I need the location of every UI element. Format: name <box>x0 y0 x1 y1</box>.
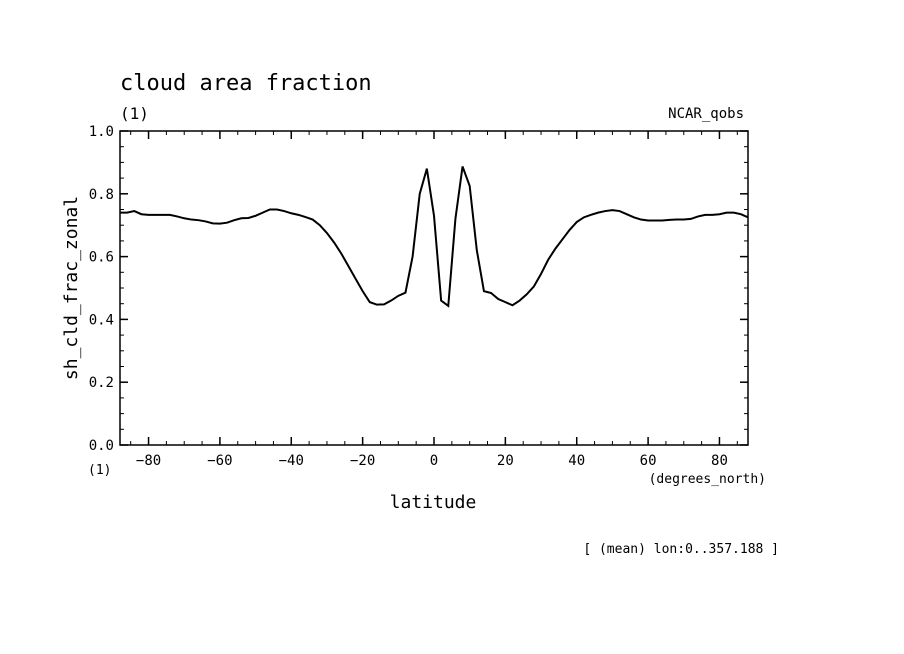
source-label: NCAR_qobs <box>668 106 744 122</box>
x-tick-label: −60 <box>207 453 232 469</box>
x-tick-label: 80 <box>711 453 728 469</box>
x-tick-label: −80 <box>136 453 161 469</box>
y-tick-label: 0.6 <box>89 250 114 266</box>
x-tick-label: −20 <box>350 453 375 469</box>
chart-title: cloud area fraction <box>120 71 372 96</box>
footnote: [ (mean) lon:0..357.188 ] <box>583 542 779 557</box>
series-line <box>120 166 749 308</box>
chart-units-label: (1) <box>120 104 149 123</box>
y-axis-label: sh_cld_frac_zonal <box>61 196 82 380</box>
y-axis-ticks: 0.0 0.2 0.4 0.6 0.8 1.0 <box>89 124 748 454</box>
minor-ticks <box>120 130 748 446</box>
y-tick-label: 0.0 <box>89 438 114 454</box>
x-tick-label: 40 <box>568 453 585 469</box>
x-tick-label: 60 <box>640 453 657 469</box>
x-units-label: (degrees_north) <box>649 472 766 487</box>
y-tick-label: 0.2 <box>89 375 114 391</box>
y-tick-label: 0.4 <box>89 312 114 328</box>
x-axis-ticks: −80 −60 −40 −20 0 20 40 60 80 <box>136 131 728 469</box>
x-tick-label: 20 <box>497 453 514 469</box>
plot-frame <box>119 130 749 446</box>
y-tick-label: 1.0 <box>89 124 114 140</box>
y-units-label: (1) <box>88 463 111 478</box>
y-tick-label: 0.8 <box>89 187 114 203</box>
x-tick-label: 0 <box>430 453 438 469</box>
x-tick-label: −40 <box>279 453 304 469</box>
x-axis-label: latitude <box>390 492 477 513</box>
